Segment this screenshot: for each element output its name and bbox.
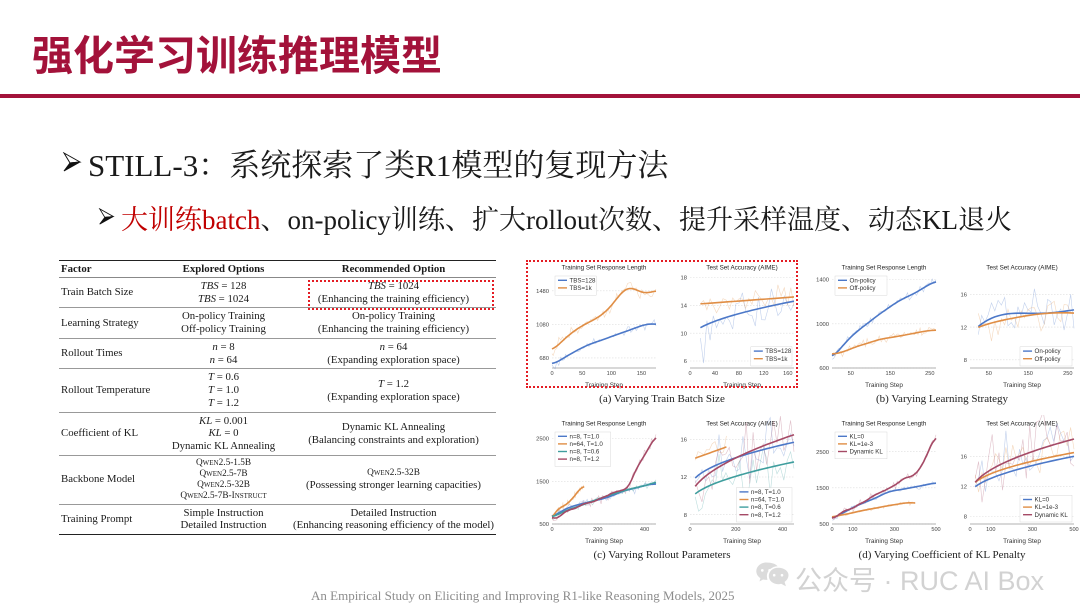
svg-text:On-policy: On-policy <box>850 277 877 284</box>
svg-text:300: 300 <box>890 527 899 533</box>
svg-text:150: 150 <box>1024 371 1033 377</box>
svg-text:300: 300 <box>1028 527 1037 533</box>
svg-text:Training Set Response Length: Training Set Response Length <box>562 421 647 428</box>
svg-text:500: 500 <box>1069 527 1078 533</box>
svg-text:n=8, T=1.2: n=8, T=1.2 <box>751 512 781 519</box>
svg-text:200: 200 <box>731 527 740 533</box>
svg-text:Off-policy: Off-policy <box>850 285 877 292</box>
svg-text:1400: 1400 <box>816 278 829 284</box>
svg-text:KL=1e-3: KL=1e-3 <box>850 441 874 448</box>
svg-text:Test Set Accuracy (AIME): Test Set Accuracy (AIME) <box>986 421 1057 428</box>
svg-text:500: 500 <box>931 527 940 533</box>
svg-text:n=64, T=1.0: n=64, T=1.0 <box>751 497 785 504</box>
svg-text:Dynamic KL: Dynamic KL <box>1035 512 1069 519</box>
svg-text:0: 0 <box>550 527 553 533</box>
svg-text:16: 16 <box>961 293 967 299</box>
svg-text:200: 200 <box>593 527 602 533</box>
svg-text:0: 0 <box>830 527 833 533</box>
svg-text:12: 12 <box>961 325 967 331</box>
svg-text:16: 16 <box>961 455 967 461</box>
svg-text:12: 12 <box>681 475 687 481</box>
svg-text:KL=0: KL=0 <box>850 433 865 440</box>
svg-text:8: 8 <box>684 513 687 519</box>
svg-text:100: 100 <box>848 527 857 533</box>
svg-text:50: 50 <box>848 371 854 377</box>
svg-text:8: 8 <box>964 515 967 521</box>
svg-text:Training Step: Training Step <box>865 538 903 545</box>
svg-text:KL=1e-3: KL=1e-3 <box>1035 504 1059 511</box>
svg-text:n=8, T=1.2: n=8, T=1.2 <box>570 456 600 463</box>
svg-text:400: 400 <box>778 527 787 533</box>
svg-text:0: 0 <box>968 527 971 533</box>
svg-text:n=8, T=1.0: n=8, T=1.0 <box>751 489 781 496</box>
svg-text:Training Step: Training Step <box>1003 538 1041 545</box>
svg-text:KL=0: KL=0 <box>1035 497 1050 504</box>
svg-text:Training Step: Training Step <box>865 382 903 389</box>
svg-text:On-policy: On-policy <box>1035 348 1062 355</box>
svg-text:n=8, T=0.6: n=8, T=0.6 <box>751 504 781 511</box>
svg-text:Dynamic KL: Dynamic KL <box>850 449 884 456</box>
svg-text:Off-policy: Off-policy <box>1035 356 1062 363</box>
svg-text:400: 400 <box>640 527 649 533</box>
svg-text:1500: 1500 <box>816 486 829 492</box>
svg-text:2500: 2500 <box>536 437 549 443</box>
svg-text:250: 250 <box>1063 371 1072 377</box>
svg-text:n=8, T=1.0: n=8, T=1.0 <box>570 433 600 440</box>
svg-text:500: 500 <box>539 522 549 528</box>
svg-text:250: 250 <box>925 371 934 377</box>
svg-text:50: 50 <box>986 371 992 377</box>
svg-text:16: 16 <box>681 438 687 444</box>
svg-text:n=64, T=1.0: n=64, T=1.0 <box>570 441 604 448</box>
svg-text:Training Set Response Length: Training Set Response Length <box>842 421 927 428</box>
svg-text:500: 500 <box>819 522 829 528</box>
svg-text:Training Set Response Length: Training Set Response Length <box>842 265 927 272</box>
svg-text:n=8, T=0.6: n=8, T=0.6 <box>570 449 600 456</box>
svg-text:1500: 1500 <box>536 480 549 486</box>
svg-text:Training Step: Training Step <box>585 538 623 545</box>
svg-text:600: 600 <box>819 366 829 372</box>
svg-text:1000: 1000 <box>816 322 829 328</box>
svg-text:Training Step: Training Step <box>723 538 761 545</box>
svg-text:2500: 2500 <box>816 450 829 456</box>
svg-text:8: 8 <box>964 358 967 364</box>
svg-text:12: 12 <box>961 485 967 491</box>
svg-text:100: 100 <box>986 527 995 533</box>
svg-text:Test Set Accuracy (AIME): Test Set Accuracy (AIME) <box>986 265 1057 272</box>
svg-text:150: 150 <box>886 371 895 377</box>
svg-text:Training Step: Training Step <box>1003 382 1041 389</box>
svg-text:0: 0 <box>688 527 691 533</box>
